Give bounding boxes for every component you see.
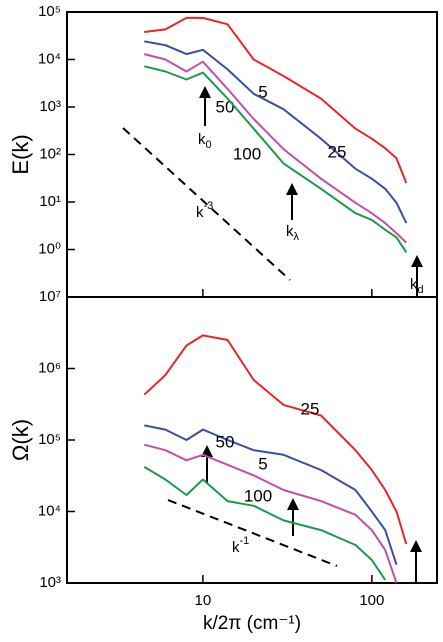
series-label: 100 [244, 486, 272, 505]
series-line [144, 424, 398, 566]
series-label: 25 [301, 399, 320, 418]
y-axis-title: E(k) [8, 134, 33, 174]
series-line [144, 443, 398, 584]
series-line [143, 334, 408, 545]
annotation-text: k [232, 539, 240, 556]
arrow-head [286, 183, 298, 195]
annotation-text: k [196, 204, 204, 221]
arrow-head [411, 255, 423, 267]
y-tick-label: 10⁰ [38, 240, 61, 257]
arrow-head [410, 540, 422, 552]
annotation-sub: 0 [206, 139, 212, 151]
y-axis-title: Ω(k) [8, 419, 33, 461]
annotation: k-3 [196, 200, 213, 221]
y-tick-label: 10⁵ [38, 431, 61, 448]
annotation: kd [410, 276, 424, 296]
x-axis-title: k/2π (cm⁻¹) [203, 613, 301, 634]
y-tick-label: 10² [39, 145, 61, 162]
y-tick-label: 10³ [39, 98, 61, 115]
y-tick-label: 10⁵ [38, 3, 61, 20]
y-tick-label: 10³ [39, 574, 61, 591]
plot-frame [66, 296, 438, 584]
annotation: k-1 [232, 535, 249, 556]
series-label: 50 [216, 97, 235, 116]
annotation-sup: -1 [240, 535, 250, 547]
slope-line [122, 127, 291, 281]
x-tick-label: 10 [195, 592, 212, 609]
annotation-sup: -3 [204, 200, 214, 212]
series-label: 5 [258, 82, 267, 101]
series-line [144, 16, 408, 184]
arrow-head [201, 445, 213, 457]
annotation-sub: λ [294, 231, 300, 243]
y-tick-label: 10¹ [39, 193, 61, 210]
annotation-text: k [198, 131, 206, 148]
arrow-head [287, 498, 299, 510]
series-line [144, 53, 407, 244]
y-tick-label: 10⁴ [38, 502, 61, 519]
series-line [144, 40, 408, 224]
annotation: k0 [198, 131, 212, 151]
series-label: 50 [216, 432, 235, 451]
y-tick-label: 10⁴ [38, 50, 61, 67]
slope-line [167, 499, 338, 567]
series-label: 100 [233, 144, 261, 163]
y-tick-label: 10⁶ [38, 359, 61, 376]
annotation-sub: d [418, 284, 424, 296]
series-line [144, 65, 408, 253]
arrows [199, 86, 423, 583]
series-line [143, 466, 387, 581]
y-tick-label: 10⁷ [39, 288, 61, 305]
annotation-text: k [410, 276, 418, 293]
annotation: kλ [286, 223, 300, 243]
annotation-text: k [286, 223, 294, 240]
arrow-head [199, 86, 211, 98]
series-label: 5 [258, 454, 267, 473]
series-label: 25 [328, 142, 347, 161]
x-tick-label: 100 [359, 592, 384, 609]
